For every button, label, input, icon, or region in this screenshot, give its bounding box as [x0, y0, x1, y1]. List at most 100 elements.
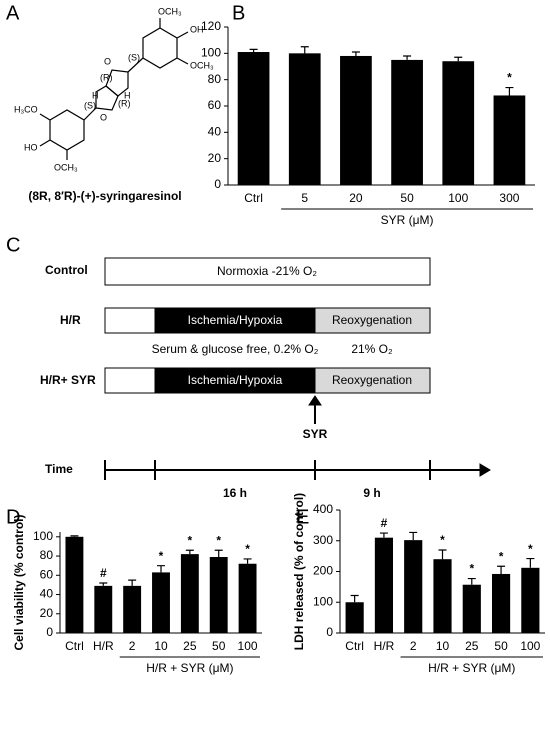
bar [123, 585, 142, 633]
bar [462, 584, 481, 633]
x-tick-label: 5 [301, 191, 308, 205]
x-tick-label: H/R [374, 639, 395, 653]
molecule-labels: OCH₃ OH OCH₃ (S) (R) (R) (S) H H H₃CO HO… [14, 6, 214, 172]
bar [493, 95, 526, 185]
error-bar [350, 594, 359, 603]
error-bar [526, 557, 535, 568]
bar [404, 540, 423, 633]
significance-marker: * [245, 542, 250, 556]
bar [288, 53, 321, 186]
significance-marker: * [159, 549, 164, 563]
x-tick-label: 50 [212, 639, 226, 653]
atom-label: O [104, 56, 111, 66]
atom-label: HO [24, 142, 38, 152]
span-label: 16 h [223, 486, 247, 500]
bar [345, 602, 364, 633]
x-tick-label: 10 [436, 639, 450, 653]
y-tick-label: 300 [313, 533, 333, 547]
arrow-label: SYR [303, 427, 328, 441]
bar [521, 567, 540, 633]
x-tick-label: 10 [154, 639, 168, 653]
y-axis-label: Cell viability (% control) [12, 514, 26, 650]
atom-label: H [92, 90, 99, 100]
error-bar [214, 549, 223, 558]
error-bar [70, 535, 79, 537]
x-tick-label: Ctrl [65, 639, 84, 653]
error-bar [467, 577, 476, 585]
atom-label: (R) [100, 72, 113, 82]
error-bar [505, 86, 514, 96]
y-tick-label: 100 [201, 46, 221, 60]
group-label: H/R + SYR (μM) [428, 661, 515, 675]
error-bar [438, 549, 447, 560]
error-bar [99, 582, 108, 586]
atom-label: (S) [128, 52, 140, 62]
y-tick-label: 120 [201, 19, 221, 33]
bar [65, 536, 84, 633]
bar [433, 559, 452, 633]
x-tick-label: Ctrl [244, 191, 263, 205]
significance-marker: * [469, 562, 474, 576]
y-tick-label: 60 [40, 567, 54, 581]
span-label: 9 h [363, 486, 380, 500]
bar [237, 52, 270, 186]
significance-marker: * [499, 549, 504, 563]
x-tick-label: H/R [93, 639, 114, 653]
x-tick-label: Ctrl [345, 639, 364, 653]
x-tick-label: 50 [400, 191, 414, 205]
x-tick-label: 25 [183, 639, 197, 653]
atom-label: OH [190, 24, 204, 34]
y-tick-label: 20 [208, 151, 222, 165]
note: Serum & glucose free, 0.2% O₂ [152, 342, 319, 356]
y-tick-label: 0 [214, 177, 221, 191]
significance-marker: * [507, 71, 512, 85]
x-tick-label: 2 [410, 639, 417, 653]
y-tick-label: 80 [208, 72, 222, 86]
bar [152, 572, 170, 633]
error-bar [351, 51, 360, 56]
panel-label: D [6, 506, 20, 528]
atom-label: (S) [84, 100, 96, 110]
bar [442, 61, 475, 185]
x-tick-label: 100 [238, 639, 258, 653]
error-bar [249, 48, 258, 53]
y-tick-label: 0 [46, 625, 53, 639]
axis-label: Time [45, 462, 73, 476]
y-tick-label: 40 [208, 125, 222, 139]
atom-label: OCH₃ [54, 162, 78, 172]
row-label: Control [45, 263, 88, 277]
atom-label: H [124, 90, 131, 100]
error-bar [157, 565, 165, 573]
bar [340, 55, 372, 185]
y-tick-label: 100 [313, 594, 333, 608]
error-bar [497, 565, 506, 574]
x-tick-label: 300 [499, 191, 519, 205]
significance-marker: * [216, 533, 221, 547]
timeline: Control Normoxia -21% O₂ H/R Ischemia/Hy… [40, 257, 491, 500]
panel-label: E [296, 506, 309, 528]
significance-marker: # [381, 516, 388, 530]
group-label: SYR (μM) [381, 213, 434, 227]
y-tick-label: 40 [40, 587, 54, 601]
x-tick-label: 50 [494, 639, 508, 653]
atom-label: (R) [118, 98, 131, 108]
bar [180, 554, 199, 633]
y-tick-label: 60 [208, 98, 222, 112]
significance-marker: * [440, 533, 445, 547]
panel-label: C [6, 234, 20, 256]
error-bar [409, 531, 418, 541]
atom-label: OCH₃ [190, 60, 214, 70]
bar [491, 573, 511, 633]
box-text: Normoxia -21% O₂ [217, 264, 317, 278]
bar [209, 557, 228, 633]
y-tick-label: 20 [40, 606, 54, 620]
y-tick-label: 100 [33, 529, 53, 543]
error-bar [403, 55, 412, 60]
atom-label: OCH₃ [158, 6, 182, 16]
compound-name: (8R, 8′R)-(+)-syringaresinol [28, 189, 181, 203]
bar [374, 537, 394, 633]
box-text: Ischemia/Hypoxia [188, 313, 283, 327]
box-text: Reoxygenation [332, 373, 412, 387]
